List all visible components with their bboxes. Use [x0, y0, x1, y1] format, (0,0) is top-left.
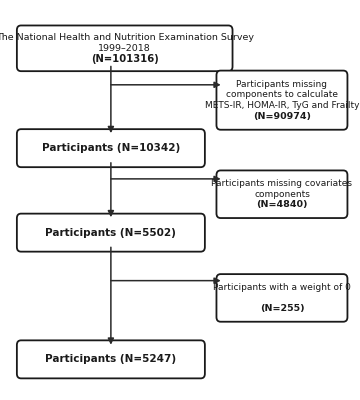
Text: Participants (N=5247): Participants (N=5247): [45, 354, 176, 364]
Text: METS-IR, HOMA-IR, TyG and Frailty: METS-IR, HOMA-IR, TyG and Frailty: [205, 101, 359, 110]
Text: (N=101316): (N=101316): [91, 54, 158, 64]
Text: (N=90974): (N=90974): [253, 112, 311, 121]
FancyBboxPatch shape: [216, 70, 347, 130]
Text: Participants missing: Participants missing: [237, 80, 328, 88]
Text: (N=4840): (N=4840): [256, 200, 308, 210]
Text: Participants missing covariates: Participants missing covariates: [211, 179, 352, 188]
FancyBboxPatch shape: [17, 26, 233, 71]
Text: Participants (N=10342): Participants (N=10342): [42, 143, 180, 153]
FancyBboxPatch shape: [17, 129, 205, 167]
Text: Participants (N=5502): Participants (N=5502): [45, 228, 176, 238]
Text: components: components: [254, 190, 310, 199]
FancyBboxPatch shape: [216, 170, 347, 218]
FancyBboxPatch shape: [216, 274, 347, 322]
FancyBboxPatch shape: [17, 340, 205, 378]
FancyBboxPatch shape: [17, 214, 205, 252]
Text: 1999–2018: 1999–2018: [98, 44, 151, 53]
Text: The National Health and Nutrition Examination Survey: The National Health and Nutrition Examin…: [0, 33, 254, 42]
Text: (N=255): (N=255): [260, 304, 304, 313]
Text: Participants with a weight of 0: Participants with a weight of 0: [213, 283, 351, 292]
Text: components to calculate: components to calculate: [226, 90, 338, 99]
